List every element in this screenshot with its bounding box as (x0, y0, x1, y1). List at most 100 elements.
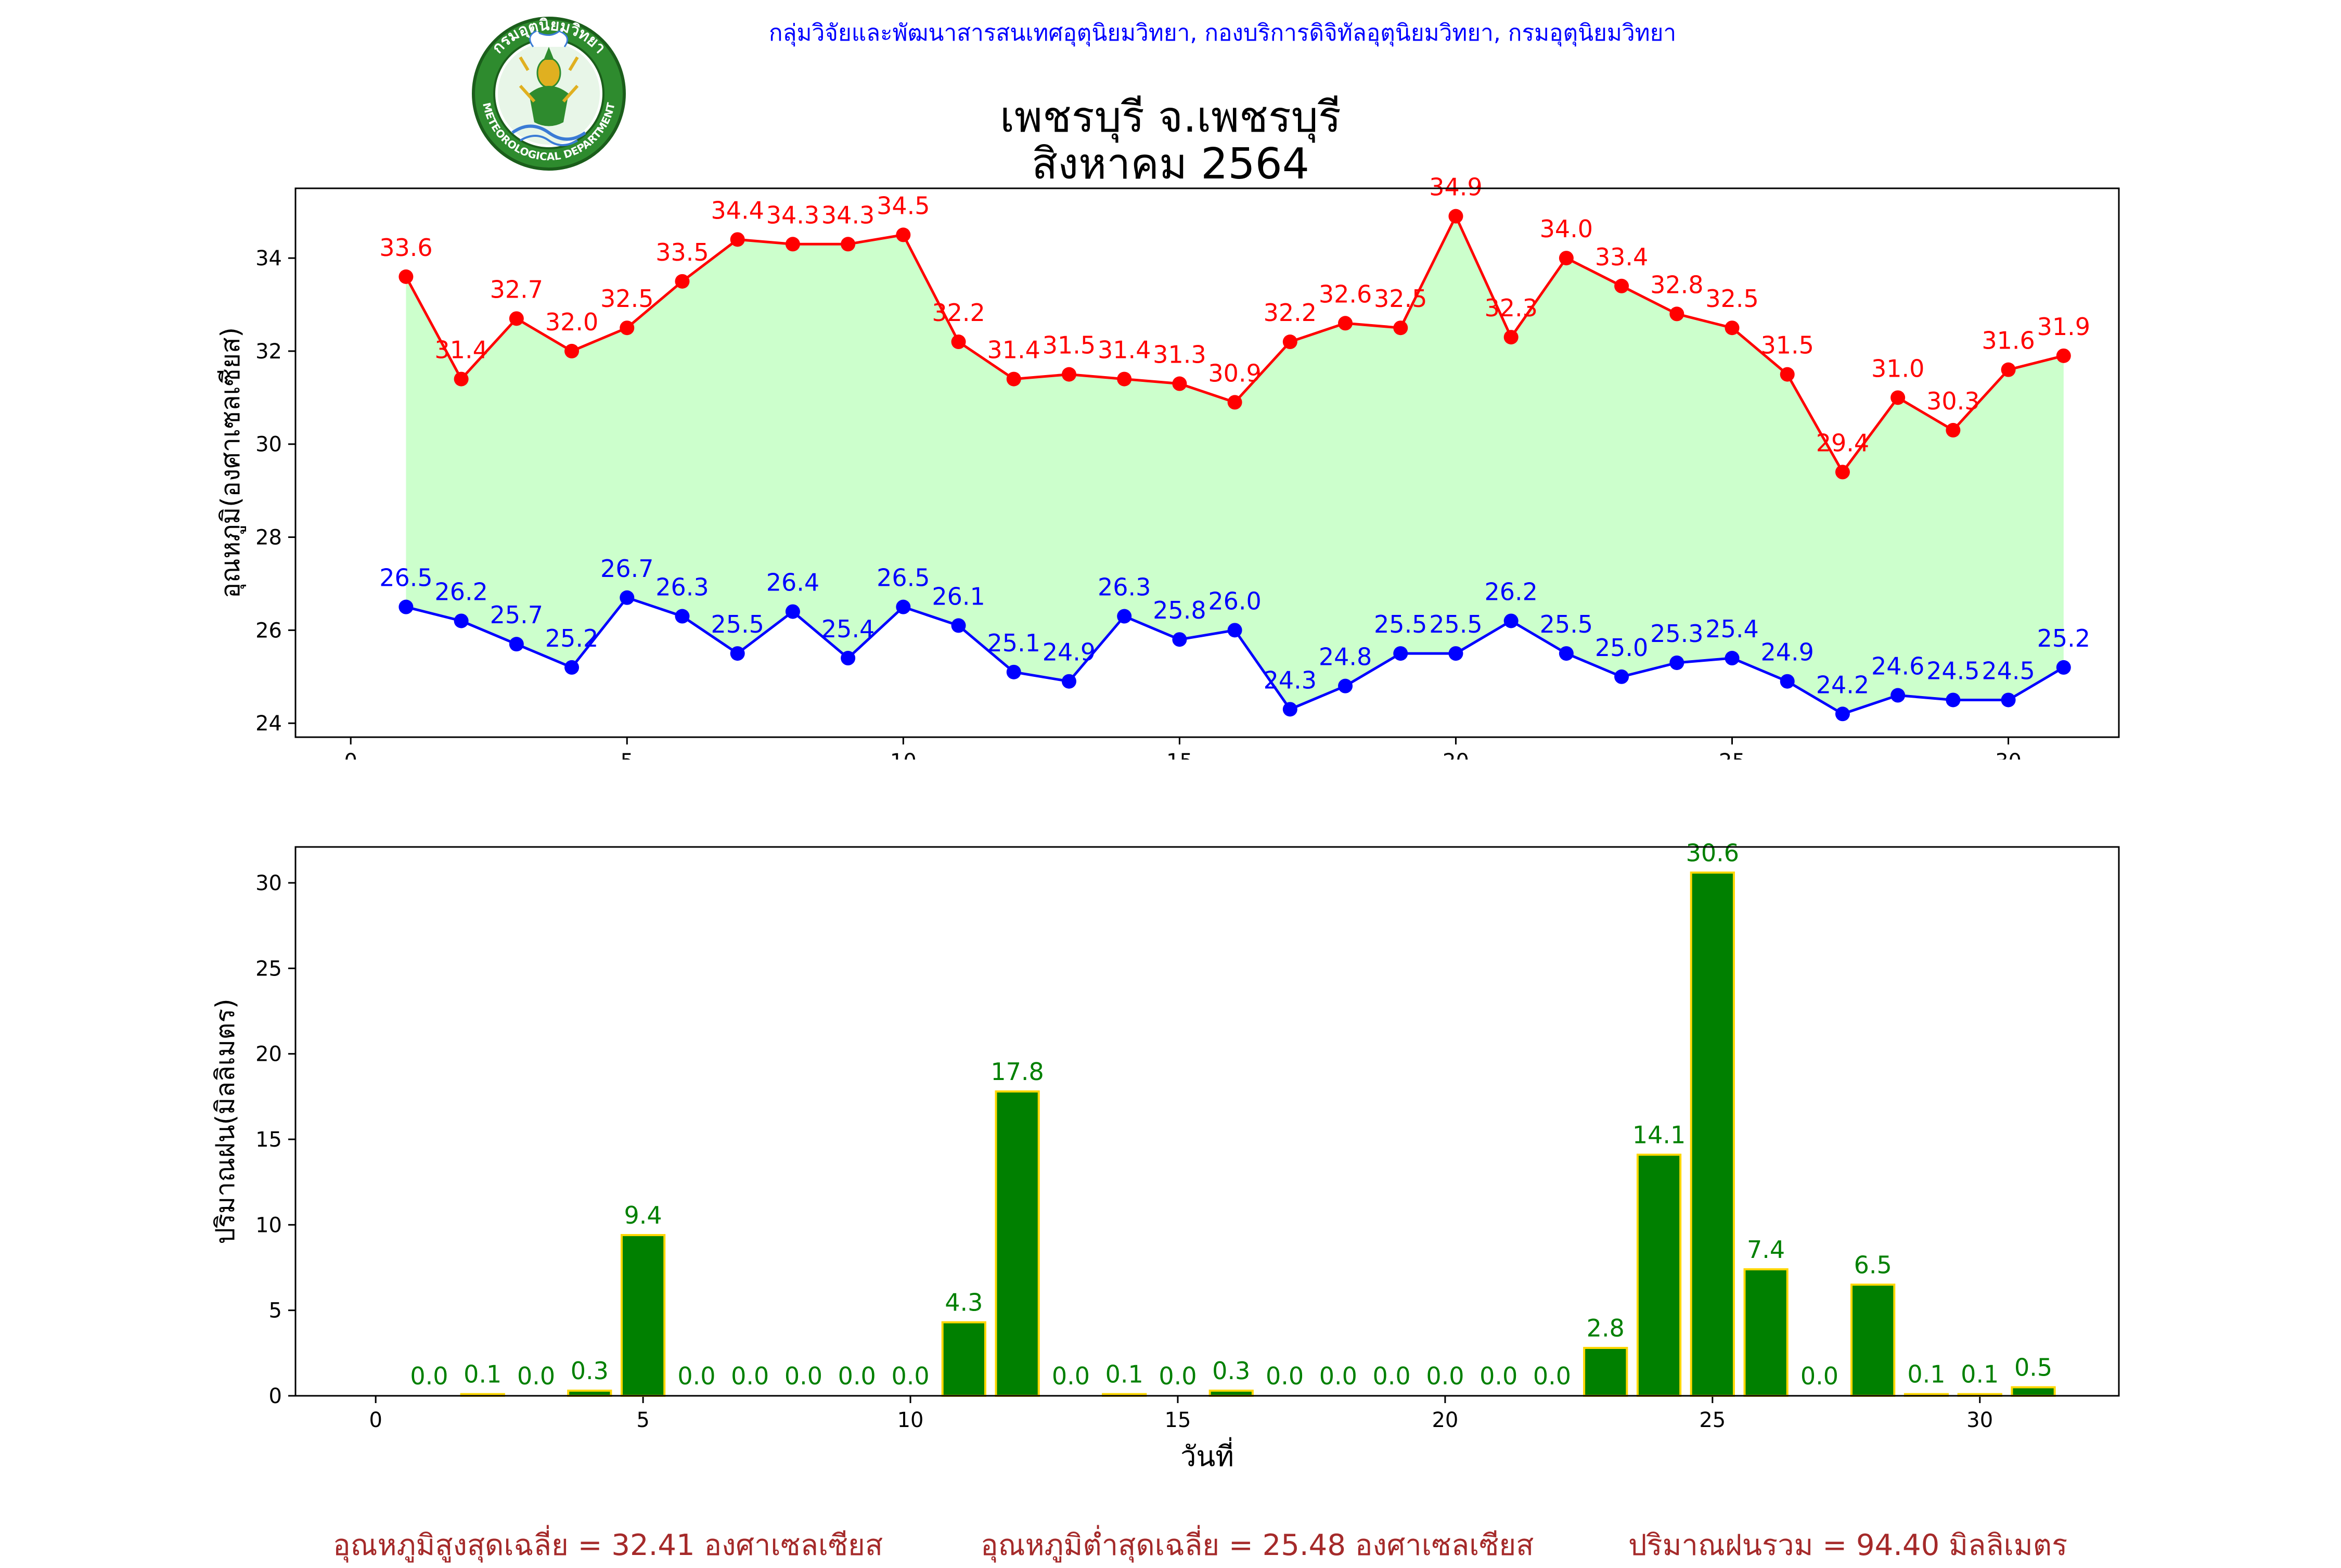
average-max-temperature: อุณหภูมิสูงสุดเฉลี่ย = 32.41 องศาเซลเซีย… (333, 1528, 883, 1562)
max-temperature-label: 32.5 (600, 285, 653, 313)
rainfall-label: 30.6 (1686, 839, 1739, 867)
y-tick-label: 34 (255, 247, 282, 271)
max-temperature-label: 31.9 (2037, 313, 2090, 341)
min-temperature-label: 26.3 (655, 573, 709, 601)
max-temperature-label: 34.3 (821, 201, 874, 229)
x-tick-label: 15 (1165, 1408, 1191, 1432)
max-temperature-point (730, 232, 745, 247)
min-temperature-label: 26.7 (600, 555, 653, 583)
min-temperature-point (2001, 692, 2016, 708)
rainfall-label: 0.0 (1266, 1362, 1304, 1390)
min-temperature-point (1946, 692, 1961, 708)
organization-line: กลุ่มวิจัยและพัฒนาสารสนเทศอุตุนิยมวิทยา,… (768, 20, 1677, 46)
max-temperature-point (1835, 465, 1850, 480)
rainfall-bar (1636, 1153, 1682, 1397)
max-temperature-point (1725, 320, 1740, 336)
max-temperature-label: 31.5 (1043, 331, 1096, 359)
max-temperature-point (675, 274, 690, 289)
y-tick-label: 25 (255, 957, 282, 981)
y-tick-label: 28 (255, 526, 282, 550)
x-tick-label: 20 (1432, 1408, 1458, 1432)
max-temperature-label: 31.6 (1982, 327, 2035, 355)
plot-frame (294, 187, 2120, 738)
average-min-temperature: อุณหภูมิต่ำสุดเฉลี่ย = 25.48 องศาเซลเซีย… (981, 1528, 1534, 1562)
rainfall-bar (1850, 1283, 1896, 1397)
rainfall-label: 0.1 (1961, 1360, 1999, 1389)
max-temperature-label: 30.3 (1926, 387, 1979, 415)
max-temperature-label: 32.6 (1319, 280, 1372, 308)
min-temperature-point (1559, 646, 1574, 661)
max-temperature-point (785, 237, 800, 252)
max-temperature-point (398, 269, 414, 284)
x-axis-label: วันที่ (1180, 1437, 1234, 1473)
min-temperature-label: 25.7 (490, 601, 543, 629)
max-temperature-point (951, 335, 966, 350)
x-tick-label: 0 (344, 750, 357, 760)
chart-title-period: สิงหาคม 2564 (1032, 139, 1309, 189)
min-temperature-label: 24.8 (1319, 643, 1372, 671)
max-temperature-point (1282, 335, 1297, 350)
rainfall-label: 0.1 (464, 1360, 501, 1389)
min-temperature-point (1669, 655, 1684, 670)
max-temperature-label: 32.2 (932, 299, 985, 327)
min-temperature-point (2056, 660, 2071, 675)
x-tick-label: 30 (1995, 750, 2022, 760)
min-temperature-point (1614, 669, 1629, 684)
rainfall-bar (2011, 1386, 2056, 1397)
max-temperature-label: 30.9 (1208, 359, 1261, 387)
y-tick-label: 10 (255, 1213, 282, 1237)
max-temperature-point (1890, 390, 1906, 405)
min-temperature-point (1006, 664, 1021, 679)
max-temperature-point (841, 237, 856, 252)
min-temperature-point (454, 613, 469, 628)
min-temperature-label: 25.2 (545, 624, 598, 652)
temperature-chart: 0 5 10 15 20 25 30 24 26 28 30 32 34 อุณหภูมิ(องศาเซล… (215, 173, 2120, 760)
rainfall-label: 0.5 (2014, 1354, 2052, 1382)
rainfall-bar (1743, 1268, 1789, 1397)
rainfall-label: 0.0 (677, 1362, 715, 1390)
rainfall-label: 0.0 (1800, 1362, 1838, 1390)
min-temperature-label: 24.9 (1761, 638, 1814, 666)
max-temperature-point (896, 227, 911, 242)
rainfall-label: 4.3 (945, 1289, 983, 1317)
max-temperature-label: 33.5 (655, 238, 709, 266)
x-tick-label: 20 (1443, 750, 1469, 760)
rainfall-bar (995, 1090, 1040, 1397)
max-temperature-point (2056, 348, 2071, 363)
max-temperature-point (1448, 209, 1463, 224)
min-temperature-point (1172, 632, 1187, 647)
y-tick-label: 5 (269, 1299, 282, 1323)
max-temperature-point (1669, 306, 1684, 322)
max-temperature-label: 31.4 (434, 336, 487, 364)
min-temperature-label: 24.2 (1816, 671, 1869, 699)
rainfall-label: 0.0 (1426, 1362, 1464, 1390)
max-temperature-label: 34.5 (877, 191, 930, 220)
min-temperature-label: 25.2 (2037, 624, 2090, 652)
y-tick-label: 30 (255, 871, 282, 895)
y-axis-label: อุณหภูมิ(องศาเซลเซียส) (215, 327, 246, 598)
max-temperature-label: 34.0 (1540, 215, 1593, 243)
x-tick-label: 0 (369, 1408, 382, 1432)
max-temperature-label: 33.6 (379, 234, 432, 262)
x-tick-label: 5 (621, 750, 634, 760)
max-temperature-point (1172, 376, 1187, 391)
rainfall-label: 0.0 (838, 1362, 876, 1390)
max-temperature-label: 34.4 (711, 196, 764, 224)
min-temperature-point (1448, 646, 1463, 661)
max-temperature-label: 31.4 (1098, 336, 1151, 364)
min-temperature-label: 25.4 (821, 615, 874, 643)
min-temperature-label: 24.9 (1043, 638, 1096, 666)
y-tick-label: 24 (255, 712, 282, 736)
min-temperature-label: 25.8 (1153, 596, 1206, 624)
rainfall-label: 0.3 (1212, 1357, 1250, 1385)
max-temperature-label: 31.0 (1871, 354, 1924, 382)
min-temperature-point (509, 637, 524, 652)
min-temperature-point (1835, 706, 1850, 722)
max-temperature-point (454, 371, 469, 387)
max-temperature-label: 32.5 (1374, 285, 1427, 313)
rainfall-label: 0.0 (1373, 1362, 1411, 1390)
chart-title-station: เพชรบุรี จ.เพชรบุรี (1000, 93, 1341, 142)
max-temperature-label: 32.5 (1705, 285, 1758, 313)
max-temperature-label: 31.5 (1761, 331, 1814, 359)
